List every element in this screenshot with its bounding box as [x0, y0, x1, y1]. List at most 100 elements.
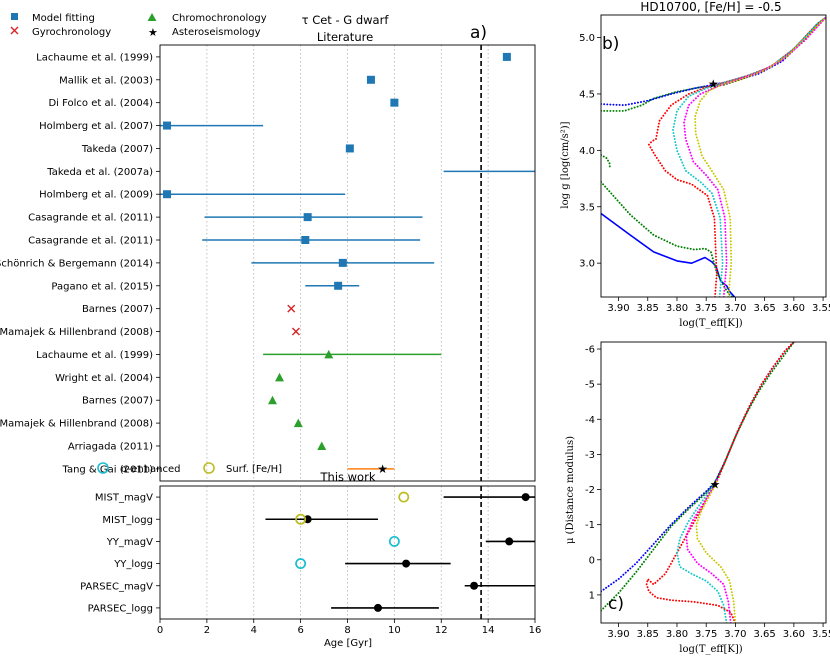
row-label: Holmberg et al. (2009)	[39, 190, 153, 201]
x-tick-label: 3.80	[666, 303, 688, 314]
target-star: ★	[708, 77, 719, 91]
panel-a-label: a)	[470, 23, 487, 43]
open-marker	[295, 513, 307, 525]
track-cyan	[671, 16, 826, 297]
data-point	[291, 327, 300, 336]
y-tick-label: 0	[589, 555, 595, 566]
legend-label-model: Model fitting	[32, 13, 95, 24]
y-tick-label: -3	[585, 450, 595, 461]
row-label: MIST_logg	[102, 515, 153, 526]
literature-axes-frame	[159, 44, 536, 482]
x-tick-label: 10	[388, 625, 401, 636]
x-tick-label: 6	[297, 625, 303, 636]
track-group	[601, 342, 795, 623]
row-label: Mamajek & Hillenbrand (2008)	[0, 419, 153, 430]
hr-axes-frame	[600, 14, 827, 298]
legend-marker-model	[11, 13, 18, 20]
thiswork-axes-frame	[159, 485, 536, 620]
row-label: Casagrande et al. (2011)	[28, 213, 153, 224]
open-marker	[388, 535, 400, 547]
data-point	[521, 493, 530, 502]
data-point	[163, 190, 172, 199]
x-tick-label: 3.80	[666, 629, 688, 640]
hr-axes-frame	[600, 341, 827, 624]
data-point	[366, 75, 375, 84]
x-tick-label: 3.85	[637, 303, 659, 314]
track-green	[601, 180, 735, 297]
x-tick-label: 16	[529, 625, 542, 636]
x-tick-label: 3.90	[607, 629, 629, 640]
row-label: Pagano et al. (2015)	[51, 281, 153, 292]
legend-label-gyro: Gyrochronology	[32, 27, 111, 38]
y-tick-label: -2	[585, 485, 595, 496]
row-label: Di Folco et al. (2004)	[48, 98, 153, 109]
panel-c-label: c)	[608, 594, 624, 614]
data-point	[334, 281, 343, 290]
row-label: YY_logg	[113, 559, 153, 570]
hrd-logg-xlabel: log(T_eff[K])	[679, 318, 742, 329]
track-magenta	[685, 478, 732, 623]
x-tick-label: 0	[157, 625, 163, 636]
track-green	[601, 342, 795, 612]
y-tick-label: -6	[585, 345, 595, 356]
data-point	[301, 235, 310, 244]
row-label: Barnes (2007)	[82, 396, 153, 407]
literature-title-line2: Literature	[317, 30, 373, 44]
data-point	[293, 418, 303, 428]
data-point	[373, 603, 382, 612]
x-tick-label: 2	[204, 625, 210, 636]
data-point	[502, 52, 511, 61]
legend-label-chromo: Chromochronology	[172, 13, 267, 24]
row-label: Wright et al. (2004)	[55, 373, 153, 384]
track-yellow	[695, 478, 737, 623]
row-label: Lachaume et al. (1999)	[36, 52, 153, 63]
x-tick-label: 3.55	[812, 303, 830, 314]
row-label: Schönrich & Bergemann (2014)	[0, 258, 153, 269]
row-label: Arriagada (2011)	[68, 441, 153, 452]
y-tick-label: 5.0	[579, 33, 595, 44]
data-point	[275, 372, 285, 382]
track-green	[601, 16, 826, 112]
track-magenta	[683, 16, 826, 297]
x-tick-label: 12	[435, 625, 448, 636]
row-label: PARSEC_logg	[88, 603, 153, 614]
data-point: ★	[377, 462, 388, 476]
hrd-title: HD10700, [Fe/H] = -0.5	[640, 0, 781, 14]
legend-marker-astero: ★	[148, 26, 158, 39]
row-label: Holmberg et al. (2007)	[39, 121, 153, 132]
y-tick-label: -4	[585, 415, 595, 426]
x-tick-label: 3.55	[812, 629, 830, 640]
x-tick-label: 3.70	[724, 629, 746, 640]
hrd-logg-ylabel: log g [log(cm/s²)]	[560, 121, 571, 208]
y-tick-label: -1	[585, 520, 595, 531]
row-label: Takeda et al. (2007a)	[46, 167, 153, 178]
data-point	[470, 581, 479, 590]
x-tick-label: 8	[344, 625, 350, 636]
thiswork-xlabel: Age [Gyr]	[324, 638, 372, 649]
data-point	[317, 441, 327, 450]
thiswork-plot: MIST_magV MIST_logg YY_magV YY_logg PARSEC_m…	[80, 485, 542, 636]
target-star: ★	[710, 477, 721, 491]
x-tick-label: 3.60	[783, 303, 805, 314]
legend-label-surf: Surf. [Fe/H]	[226, 464, 282, 475]
row-label: Casagrande et al. (2011)	[28, 235, 153, 246]
x-tick-label: 14	[482, 625, 495, 636]
x-tick-label: 3.70	[724, 303, 746, 314]
open-marker	[398, 491, 410, 503]
data-point	[390, 98, 399, 107]
y-tick-label: 4.5	[579, 89, 595, 100]
row-label: Takeda (2007)	[81, 144, 153, 155]
legend-marker-alpha	[97, 462, 109, 474]
track-blue	[601, 16, 826, 107]
literature-plot: Lachaume et al. (1999) Mallik et al. (200…	[0, 44, 536, 482]
data-point	[338, 258, 347, 267]
data-point	[268, 395, 277, 405]
data-point	[402, 559, 411, 568]
literature-title-line1: τ Cet - G dwarf	[302, 13, 390, 27]
row-label: YY_magV	[106, 537, 153, 548]
hrd-mu-ylabel: μ (Distance modulus)	[565, 436, 576, 544]
row-label: Mamajek & Hillenbrand (2008)	[0, 327, 153, 338]
track-group	[601, 16, 826, 297]
y-tick-label: 1	[589, 590, 595, 601]
